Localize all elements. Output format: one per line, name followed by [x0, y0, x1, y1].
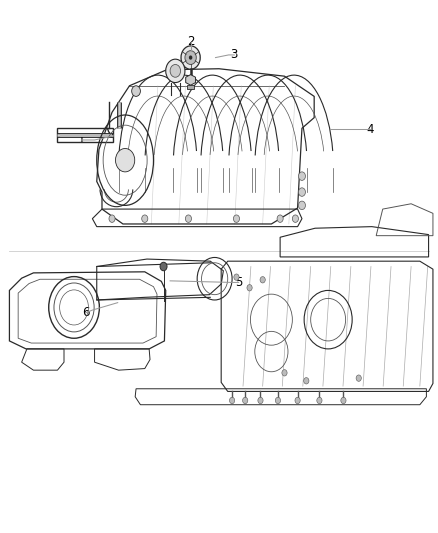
Circle shape [282, 369, 287, 376]
Circle shape [116, 149, 135, 172]
Text: 3: 3 [230, 49, 238, 61]
Circle shape [295, 397, 300, 403]
Circle shape [132, 86, 141, 96]
Circle shape [166, 59, 185, 83]
Text: 6: 6 [82, 306, 90, 319]
Polygon shape [186, 75, 195, 85]
Text: 2: 2 [187, 35, 194, 48]
Circle shape [341, 397, 346, 403]
Circle shape [247, 285, 252, 291]
Circle shape [243, 397, 248, 403]
Circle shape [142, 215, 148, 222]
Circle shape [292, 215, 298, 222]
Circle shape [317, 397, 322, 403]
Circle shape [234, 274, 239, 280]
Circle shape [189, 55, 192, 60]
Circle shape [185, 215, 191, 222]
Circle shape [356, 375, 361, 381]
Circle shape [260, 277, 265, 283]
Text: 5: 5 [235, 276, 242, 289]
Circle shape [230, 397, 235, 403]
Circle shape [298, 172, 305, 180]
Circle shape [276, 397, 281, 403]
Circle shape [258, 397, 263, 403]
Text: 4: 4 [366, 123, 373, 136]
Circle shape [277, 215, 283, 222]
Circle shape [181, 46, 200, 69]
Circle shape [160, 262, 167, 271]
Text: 1: 1 [78, 133, 85, 147]
Circle shape [170, 64, 180, 77]
Polygon shape [187, 85, 194, 90]
Circle shape [304, 377, 309, 384]
Circle shape [109, 215, 115, 222]
Circle shape [298, 188, 305, 196]
Circle shape [233, 215, 240, 222]
Circle shape [185, 51, 196, 64]
Circle shape [298, 201, 305, 209]
